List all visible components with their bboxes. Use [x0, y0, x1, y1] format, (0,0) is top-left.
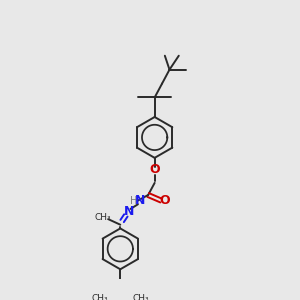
Text: H: H: [130, 196, 137, 206]
Text: N: N: [135, 194, 145, 207]
Text: N: N: [124, 205, 134, 218]
Text: O: O: [149, 164, 160, 176]
Text: CH₃: CH₃: [132, 295, 149, 300]
Text: CH₃: CH₃: [94, 213, 111, 222]
Text: CH₃: CH₃: [92, 295, 108, 300]
Text: O: O: [160, 194, 170, 207]
